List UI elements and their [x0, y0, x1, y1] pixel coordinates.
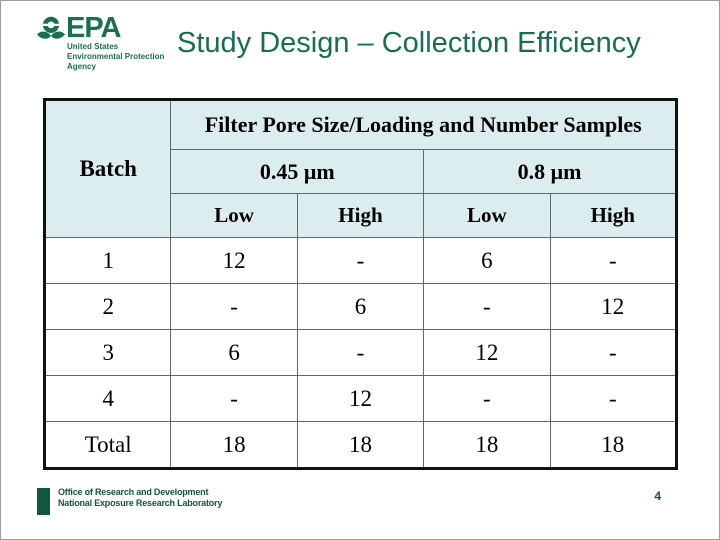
table-row: 2 - 6 - 12 — [43, 283, 678, 330]
epa-wordmark: EPA — [66, 12, 121, 44]
batch-cell: 1 — [43, 237, 172, 284]
value-cell: - — [296, 237, 425, 284]
value-cell: 12 — [549, 283, 678, 330]
corner-header-batch: Batch — [43, 99, 172, 238]
value-cell: - — [549, 375, 678, 422]
value-cell: - — [423, 283, 551, 330]
epa-tagline-line1: United States — [67, 42, 119, 51]
value-cell: 12 — [296, 375, 425, 422]
value-cell: 18 — [423, 421, 551, 469]
epa-flower-icon — [37, 16, 65, 39]
table-row-total: Total 18 18 18 18 — [43, 421, 678, 469]
value-cell: 6 — [170, 329, 298, 376]
table-row: 4 - 12 - - — [43, 375, 678, 422]
epa-logo: EPA United States Environmental Protecti… — [36, 14, 176, 72]
value-cell: 12 — [170, 237, 298, 284]
col-header-low-045: Low — [170, 193, 298, 238]
page-title: Study Design – Collection Efficiency — [177, 27, 641, 59]
table-header-row-1: Batch Filter Pore Size/Loading and Numbe… — [43, 99, 677, 238]
value-cell: - — [170, 283, 298, 330]
epa-tagline-line3: Agency — [67, 62, 96, 71]
value-cell: - — [423, 375, 551, 422]
value-cell: - — [296, 329, 425, 376]
batch-cell: 4 — [43, 375, 172, 422]
page-number: 4 — [654, 489, 661, 503]
value-cell: - — [549, 237, 678, 284]
subgroup-header-045um: 0.45 μm — [170, 149, 425, 194]
value-cell: - — [549, 329, 678, 376]
epa-tagline-line2: Environmental Protection — [67, 52, 165, 61]
study-design-table: Batch Filter Pore Size/Loading and Numbe… — [43, 98, 678, 470]
epa-logo-top: EPA — [36, 14, 176, 44]
value-cell: 18 — [549, 421, 678, 469]
subgroup-header-08um: 0.8 μm — [423, 149, 677, 194]
value-cell: 12 — [423, 329, 551, 376]
footer-line1: Office of Research and Development — [58, 487, 209, 497]
col-header-low-08: Low — [423, 193, 551, 238]
footer: Office of Research and Development Natio… — [58, 487, 222, 509]
value-cell: 18 — [170, 421, 298, 469]
batch-cell: Total — [43, 421, 172, 469]
batch-cell: 3 — [43, 329, 172, 376]
epa-tagline: United States Environmental Protection A… — [67, 42, 176, 72]
footer-accent-bar — [37, 488, 50, 515]
footer-line2: National Exposure Research Laboratory — [58, 498, 223, 508]
col-header-high-045: High — [296, 193, 425, 238]
value-cell: 6 — [423, 237, 551, 284]
table-row: 1 12 - 6 - — [43, 237, 678, 284]
table-header-row-2: 0.45 μm 0.8 μm — [45, 149, 677, 194]
value-cell: 6 — [296, 283, 425, 330]
col-header-high-08: High — [549, 193, 678, 238]
group-header: Filter Pore Size/Loading and Number Samp… — [170, 99, 677, 150]
value-cell: - — [170, 375, 298, 422]
batch-cell: 2 — [43, 283, 172, 330]
table-row: 3 6 - 12 - — [43, 329, 678, 376]
value-cell: 18 — [296, 421, 425, 469]
table-header-row-3: Low High Low High — [45, 193, 678, 238]
